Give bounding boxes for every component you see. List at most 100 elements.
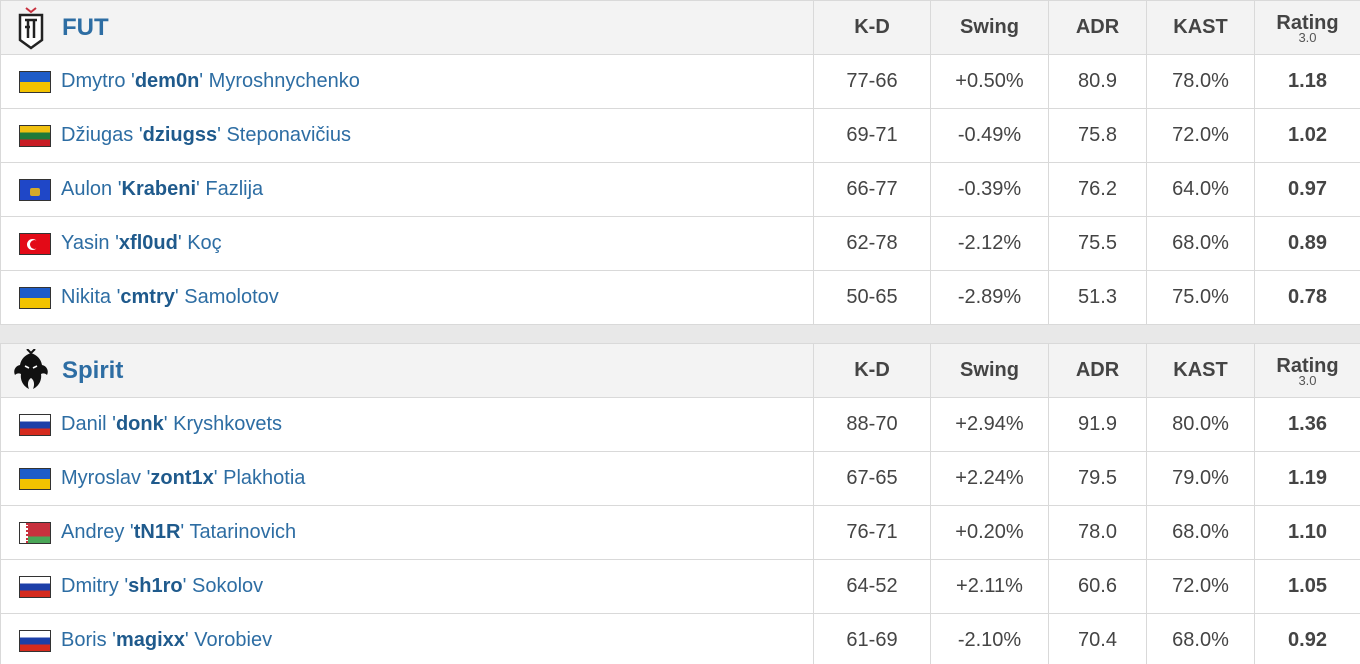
kast-cell: 78.0% xyxy=(1146,54,1255,109)
column-header-rating[interactable]: Rating 3.0 xyxy=(1254,0,1360,55)
adr-cell: 75.8 xyxy=(1048,108,1147,163)
swing-cell: +2.24% xyxy=(930,451,1049,506)
kast-cell: 64.0% xyxy=(1146,162,1255,217)
player-name-link[interactable]: Danil 'donk' Kryshkovets xyxy=(61,413,283,435)
player-nickname[interactable]: donk xyxy=(115,413,164,435)
kd-cell: 64-52 xyxy=(813,559,931,614)
adr-cell: 80.9 xyxy=(1048,54,1147,109)
player-cell: Yasin 'xfl0ud' Koç xyxy=(0,216,814,271)
player-name-link[interactable]: Andrey 'tN1R' Tatarinovich xyxy=(61,521,297,543)
russia-flag-icon xyxy=(19,575,51,598)
ukraine-flag-icon xyxy=(19,467,51,490)
player-name-link[interactable]: Dmitry 'sh1ro' Sokolov xyxy=(61,575,264,597)
column-header-rating[interactable]: Rating 3.0 xyxy=(1254,343,1360,398)
rating-cell: 1.19 xyxy=(1254,451,1360,506)
player-rows: Dmytro 'dem0n' Myroshnychenko 77-66 +0.50%… xyxy=(0,54,1360,325)
team-stats-table-spirit: Spirit K-D Swing ADR KAST Rating 3.0 Dan… xyxy=(0,343,1360,664)
rating-label: Rating xyxy=(1276,354,1339,377)
column-header-kd[interactable]: K-D xyxy=(813,343,931,398)
swing-cell: -2.10% xyxy=(930,613,1049,664)
kast-cell: 79.0% xyxy=(1146,451,1255,506)
team-separator xyxy=(0,325,1360,343)
player-row: Dmytro 'dem0n' Myroshnychenko 77-66 +0.50%… xyxy=(0,54,1360,109)
player-name-link[interactable]: Nikita 'cmtry' Samolotov xyxy=(61,286,279,308)
column-header-adr[interactable]: ADR xyxy=(1048,0,1147,55)
lithuania-flag-icon xyxy=(19,124,51,147)
kd-cell: 66-77 xyxy=(813,162,931,217)
player-cell: Aulon 'Krabeni' Fazlija xyxy=(0,162,814,217)
player-row: Džiugas 'dziugss' Steponavičius 69-71 -0.4… xyxy=(0,108,1360,163)
player-nickname[interactable]: cmtry xyxy=(120,286,175,308)
player-row: Dmitry 'sh1ro' Sokolov 64-52 +2.11% 60.6 72.… xyxy=(0,559,1360,614)
player-row: Myroslav 'zont1x' Plakhotia 67-65 +2.24% 79… xyxy=(0,451,1360,506)
rating-cell: 0.97 xyxy=(1254,162,1360,217)
player-rows: Danil 'donk' Kryshkovets 88-70 +2.94% 91.9 8… xyxy=(0,397,1360,664)
player-nickname[interactable]: dem0n xyxy=(134,70,200,92)
player-cell: Myroslav 'zont1x' Plakhotia xyxy=(0,451,814,506)
column-header-kd[interactable]: K-D xyxy=(813,0,931,55)
ukraine-flag-icon xyxy=(19,70,51,93)
kd-cell: 77-66 xyxy=(813,54,931,109)
swing-cell: -0.49% xyxy=(930,108,1049,163)
player-row: Nikita 'cmtry' Samolotov 50-65 -2.89% 51.3 7… xyxy=(0,270,1360,325)
team-name-link[interactable]: FUT xyxy=(62,13,109,41)
rating-label: Rating xyxy=(1276,11,1339,34)
ukraine-flag-icon xyxy=(19,286,51,309)
player-nickname[interactable]: Krabeni xyxy=(121,178,196,200)
player-cell: Dmitry 'sh1ro' Sokolov xyxy=(0,559,814,614)
swing-cell: +0.50% xyxy=(930,54,1049,109)
kd-cell: 67-65 xyxy=(813,451,931,506)
rating-cell: 1.10 xyxy=(1254,505,1360,560)
player-name-link[interactable]: Aulon 'Krabeni' Fazlija xyxy=(61,178,264,200)
kast-cell: 75.0% xyxy=(1146,270,1255,325)
kd-cell: 88-70 xyxy=(813,397,931,452)
adr-cell: 75.5 xyxy=(1048,216,1147,271)
kd-cell: 50-65 xyxy=(813,270,931,325)
column-header-swing[interactable]: Swing xyxy=(930,343,1049,398)
rating-cell: 0.78 xyxy=(1254,270,1360,325)
adr-cell: 78.0 xyxy=(1048,505,1147,560)
player-name-link[interactable]: Yasin 'xfl0ud' Koç xyxy=(61,232,222,254)
adr-cell: 79.5 xyxy=(1048,451,1147,506)
kast-cell: 72.0% xyxy=(1146,108,1255,163)
player-row: Boris 'magixx' Vorobiev 61-69 -2.10% 70.4 68… xyxy=(0,613,1360,664)
player-nickname[interactable]: sh1ro xyxy=(128,575,183,597)
player-row: Andrey 'tN1R' Tatarinovich 76-71 +0.20% 78.… xyxy=(0,505,1360,560)
spirit-dragon-logo-icon[interactable] xyxy=(11,348,51,393)
kast-cell: 72.0% xyxy=(1146,559,1255,614)
rating-cell: 0.89 xyxy=(1254,216,1360,271)
swing-cell: +0.20% xyxy=(930,505,1049,560)
player-name-link[interactable]: Myroslav 'zont1x' Plakhotia xyxy=(61,467,306,489)
kd-cell: 62-78 xyxy=(813,216,931,271)
player-nickname[interactable]: dziugss xyxy=(142,124,218,146)
russia-flag-icon xyxy=(19,413,51,436)
kast-cell: 68.0% xyxy=(1146,216,1255,271)
team-header-row: FUT K-D Swing ADR KAST Rating 3.0 xyxy=(0,0,1360,55)
player-name-link[interactable]: Dmytro 'dem0n' Myroshnychenko xyxy=(61,70,360,92)
column-header-kast[interactable]: KAST xyxy=(1146,0,1255,55)
player-name-link[interactable]: Džiugas 'dziugss' Steponavičius xyxy=(61,124,351,146)
swing-cell: +2.94% xyxy=(930,397,1049,452)
fut-shield-logo-icon[interactable] xyxy=(11,6,51,50)
player-nickname[interactable]: xfl0ud xyxy=(118,232,178,254)
rating-cell: 1.18 xyxy=(1254,54,1360,109)
player-nickname[interactable]: tN1R xyxy=(133,521,181,543)
rating-cell: 0.92 xyxy=(1254,613,1360,664)
kast-cell: 80.0% xyxy=(1146,397,1255,452)
player-row: Yasin 'xfl0ud' Koç 62-78 -2.12% 75.5 68.0% 0.… xyxy=(0,216,1360,271)
column-header-kast[interactable]: KAST xyxy=(1146,343,1255,398)
column-header-swing[interactable]: Swing xyxy=(930,0,1049,55)
kd-cell: 76-71 xyxy=(813,505,931,560)
kast-cell: 68.0% xyxy=(1146,613,1255,664)
kd-cell: 69-71 xyxy=(813,108,931,163)
team-name-link[interactable]: Spirit xyxy=(62,356,124,384)
player-row: Danil 'donk' Kryshkovets 88-70 +2.94% 91.9 8… xyxy=(0,397,1360,452)
belarus-flag-icon xyxy=(19,521,51,544)
team-header-cell: Spirit xyxy=(0,343,814,398)
player-name-link[interactable]: Boris 'magixx' Vorobiev xyxy=(61,629,273,651)
team-header-cell: FUT xyxy=(0,0,814,55)
column-header-adr[interactable]: ADR xyxy=(1048,343,1147,398)
player-nickname[interactable]: zont1x xyxy=(150,467,214,489)
rating-version: 3.0 xyxy=(1298,372,1317,388)
player-nickname[interactable]: magixx xyxy=(115,629,185,651)
